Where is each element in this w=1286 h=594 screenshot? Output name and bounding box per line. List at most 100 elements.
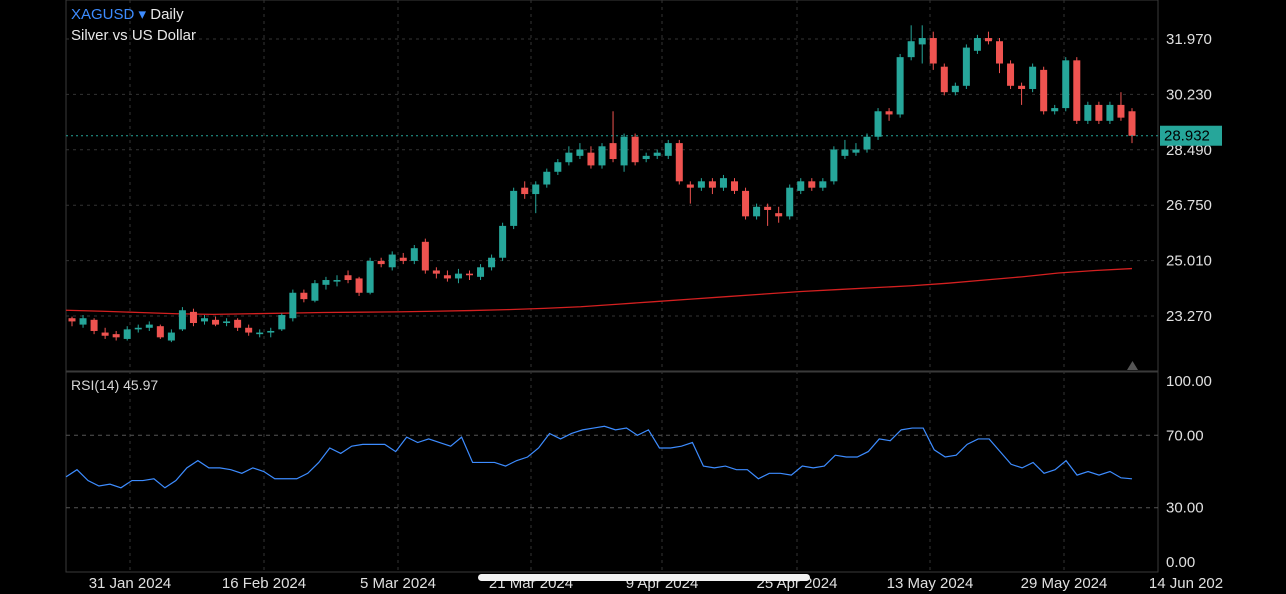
candle-body[interactable] — [907, 41, 915, 58]
candle-body[interactable] — [311, 283, 319, 301]
candle-body[interactable] — [797, 181, 805, 191]
candle-body[interactable] — [167, 332, 175, 341]
candle-body[interactable] — [454, 273, 462, 279]
candle-body[interactable] — [642, 155, 650, 160]
candle-body[interactable] — [1106, 104, 1114, 121]
candle-body[interactable] — [267, 330, 275, 333]
rsi-indicator-label[interactable]: RSI(14) 45.97 — [71, 377, 158, 393]
candle-body[interactable] — [1051, 108, 1059, 112]
candle-body[interactable] — [631, 136, 639, 163]
candle-body[interactable] — [322, 280, 330, 285]
candle-body[interactable] — [201, 318, 208, 322]
candle-body[interactable] — [598, 146, 606, 166]
candle-body[interactable] — [388, 254, 396, 268]
candle-body[interactable] — [1084, 104, 1092, 121]
candle-body[interactable] — [256, 332, 264, 335]
candle-body[interactable] — [863, 136, 871, 150]
candle-body[interactable] — [620, 136, 628, 166]
candle-body[interactable] — [189, 311, 197, 324]
home-indicator[interactable] — [478, 574, 810, 581]
candle-body[interactable] — [521, 187, 529, 195]
candle-body[interactable] — [289, 292, 297, 319]
candle-body[interactable] — [1029, 66, 1037, 89]
candle-body[interactable] — [466, 273, 473, 276]
candle-body[interactable] — [245, 327, 253, 333]
candle-body[interactable] — [852, 149, 860, 153]
candle-body[interactable] — [764, 206, 772, 210]
candle-body[interactable] — [742, 190, 750, 217]
candle-body[interactable] — [719, 178, 727, 188]
candle-body[interactable] — [885, 111, 893, 115]
candle-body[interactable] — [653, 152, 661, 156]
candle-body[interactable] — [112, 334, 120, 338]
candle-body[interactable] — [1018, 85, 1026, 89]
candle-body[interactable] — [1073, 60, 1081, 121]
candle-body[interactable] — [554, 162, 562, 172]
candle-body[interactable] — [1128, 111, 1136, 136]
candle-body[interactable] — [576, 149, 584, 156]
candle-body[interactable] — [443, 275, 451, 279]
candle-body[interactable] — [90, 319, 98, 331]
candle-body[interactable] — [532, 184, 540, 195]
candle-body[interactable] — [609, 143, 617, 160]
candle-body[interactable] — [234, 319, 242, 328]
timeframe-label[interactable]: Daily — [150, 6, 184, 23]
candle-body[interactable] — [675, 143, 683, 182]
symbol-selector[interactable]: XAGUSD ▾ Daily — [71, 6, 184, 24]
candle-body[interactable] — [686, 184, 694, 188]
candle-body[interactable] — [344, 275, 352, 281]
candle-body[interactable] — [377, 260, 385, 265]
candle-body[interactable] — [366, 260, 374, 293]
candle-body[interactable] — [1062, 60, 1070, 109]
candle-body[interactable] — [664, 143, 672, 156]
candle-body[interactable] — [300, 292, 308, 300]
candle-body[interactable] — [355, 278, 363, 293]
candle-body[interactable] — [499, 225, 507, 258]
candle-body[interactable] — [278, 315, 286, 330]
candle-body[interactable] — [333, 280, 341, 282]
candle-body[interactable] — [156, 326, 164, 338]
candle-body[interactable] — [1007, 63, 1015, 86]
candle-body[interactable] — [399, 257, 407, 261]
candle-body[interactable] — [697, 181, 705, 188]
candle-body[interactable] — [830, 149, 838, 182]
candle-body[interactable] — [951, 85, 959, 93]
candle-body[interactable] — [984, 38, 992, 42]
scroll-to-latest-icon[interactable] — [1127, 361, 1138, 370]
candle-body[interactable] — [996, 41, 1003, 64]
candle-body[interactable] — [896, 57, 904, 115]
candle-body[interactable] — [488, 257, 496, 268]
candle-body[interactable] — [1040, 69, 1048, 112]
candle-body[interactable] — [510, 190, 518, 226]
candle-body[interactable] — [101, 332, 109, 336]
candle-body[interactable] — [940, 66, 948, 93]
candle-body[interactable] — [1117, 104, 1125, 118]
candle-body[interactable] — [432, 270, 440, 274]
candle-body[interactable] — [145, 324, 153, 328]
candle-body[interactable] — [587, 152, 595, 166]
candle-body[interactable] — [565, 152, 573, 163]
candle-body[interactable] — [178, 310, 186, 330]
candle-body[interactable] — [929, 38, 937, 64]
candle-body[interactable] — [68, 318, 76, 322]
candle-body[interactable] — [1095, 104, 1103, 121]
candle-body[interactable] — [134, 327, 142, 330]
candle-body[interactable] — [708, 181, 716, 188]
candle-body[interactable] — [808, 181, 816, 188]
candle-body[interactable] — [973, 38, 981, 51]
candle-body[interactable] — [543, 171, 551, 185]
candle-body[interactable] — [410, 248, 418, 261]
candle-body[interactable] — [477, 267, 485, 277]
candle-body[interactable] — [212, 319, 220, 325]
candle-body[interactable] — [79, 318, 87, 325]
candle-body[interactable] — [819, 181, 827, 188]
candle-body[interactable] — [731, 181, 738, 191]
candle-body[interactable] — [874, 111, 882, 137]
candle-body[interactable] — [962, 47, 970, 86]
candle-body[interactable] — [123, 329, 131, 339]
candle-body[interactable] — [786, 187, 794, 217]
candle-body[interactable] — [918, 38, 926, 45]
candle-body[interactable] — [421, 241, 429, 271]
candle-body[interactable] — [775, 213, 783, 217]
